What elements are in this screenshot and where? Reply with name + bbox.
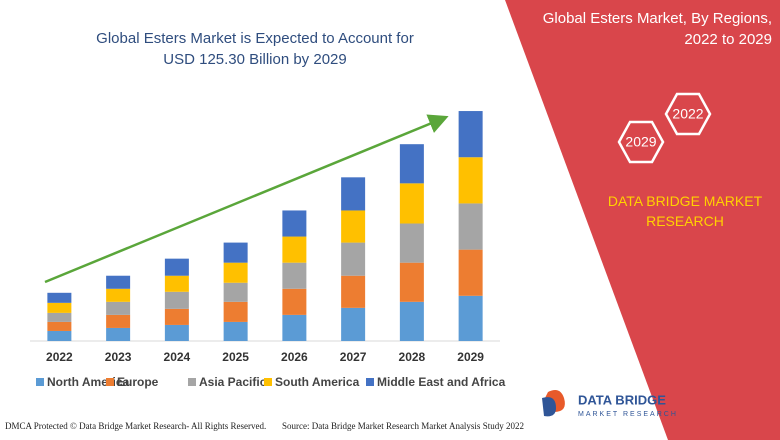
bar-segment	[341, 275, 366, 308]
bar-segment	[106, 314, 131, 328]
x-tick-label: 2024	[164, 350, 191, 364]
hex-label: 2022	[672, 106, 703, 122]
trend-arrow	[44, 114, 449, 284]
x-tick-label: 2029	[457, 350, 484, 364]
bar-segment	[164, 291, 189, 309]
bar-segment	[164, 324, 189, 341]
legend-label: Asia Pacific	[199, 375, 267, 389]
bar-segment	[223, 301, 248, 322]
hexagons	[617, 92, 712, 164]
legend-swatch	[36, 378, 44, 386]
logo-subtext: MARKET RESEARCH	[578, 411, 678, 418]
bar-segment	[47, 302, 72, 313]
bar-segment	[282, 262, 307, 289]
x-tick-label: 2023	[105, 350, 132, 364]
bar-segment	[399, 223, 424, 263]
bar-segment	[458, 249, 483, 296]
bar-segment	[458, 295, 483, 341]
legend-swatch	[264, 378, 272, 386]
bar-segment	[106, 275, 131, 289]
footer-source: Source: Data Bridge Market Research Mark…	[282, 421, 524, 431]
bar-segment	[458, 157, 483, 204]
bar-segment	[106, 301, 131, 315]
legend-swatch	[188, 378, 196, 386]
bar-segment	[47, 321, 72, 331]
bar-segment	[282, 314, 307, 341]
bar-segment	[399, 144, 424, 184]
bar-segment	[47, 312, 72, 322]
bar-segment	[106, 288, 131, 302]
bar-segment	[282, 288, 307, 315]
bar-segment	[458, 111, 483, 158]
hex-label: 2029	[625, 134, 656, 150]
bar-segment	[399, 262, 424, 302]
legend-label: Europe	[117, 375, 159, 389]
logo-text: DATA BRIDGE	[578, 392, 666, 407]
legend-swatch	[366, 378, 374, 386]
bar-segment	[223, 321, 248, 341]
legend-label: Middle East and Africa	[377, 375, 506, 389]
bar-segment	[47, 330, 72, 341]
bar-segment	[341, 210, 366, 243]
panel-brand: DATA BRIDGE MARKET RESEARCH	[607, 193, 763, 229]
chart-title: Global Esters Market is Expected to Acco…	[96, 30, 414, 68]
bar-segment	[223, 262, 248, 283]
bar-segment	[106, 327, 131, 341]
logo	[542, 390, 565, 417]
x-tick-label: 2025	[222, 350, 249, 364]
x-tick-label: 2026	[281, 350, 308, 364]
panel-title: Global Esters Market, By Regions, 2022 t…	[542, 10, 772, 48]
footer-copyright: DMCA Protected © Data Bridge Market Rese…	[5, 421, 267, 431]
bar-segment	[223, 282, 248, 302]
bar-segment	[341, 242, 366, 276]
legend-swatch	[106, 378, 114, 386]
bar-segment	[164, 275, 189, 292]
bar-segment	[282, 236, 307, 263]
x-tick-label: 2027	[340, 350, 367, 364]
bar-segment	[341, 177, 366, 211]
legend-label: South America	[275, 375, 360, 389]
bar-segment	[341, 307, 366, 341]
bar-segment	[223, 242, 248, 263]
bar-segment	[47, 292, 72, 303]
bar-segment	[164, 258, 189, 276]
bar-segment	[458, 203, 483, 250]
bar-segment	[399, 301, 424, 341]
red-panel	[505, 0, 780, 440]
bar-segment	[164, 308, 189, 325]
bar-segment	[282, 210, 307, 237]
x-tick-label: 2028	[399, 350, 426, 364]
x-tick-label: 2022	[46, 350, 73, 364]
bar-segment	[399, 183, 424, 224]
